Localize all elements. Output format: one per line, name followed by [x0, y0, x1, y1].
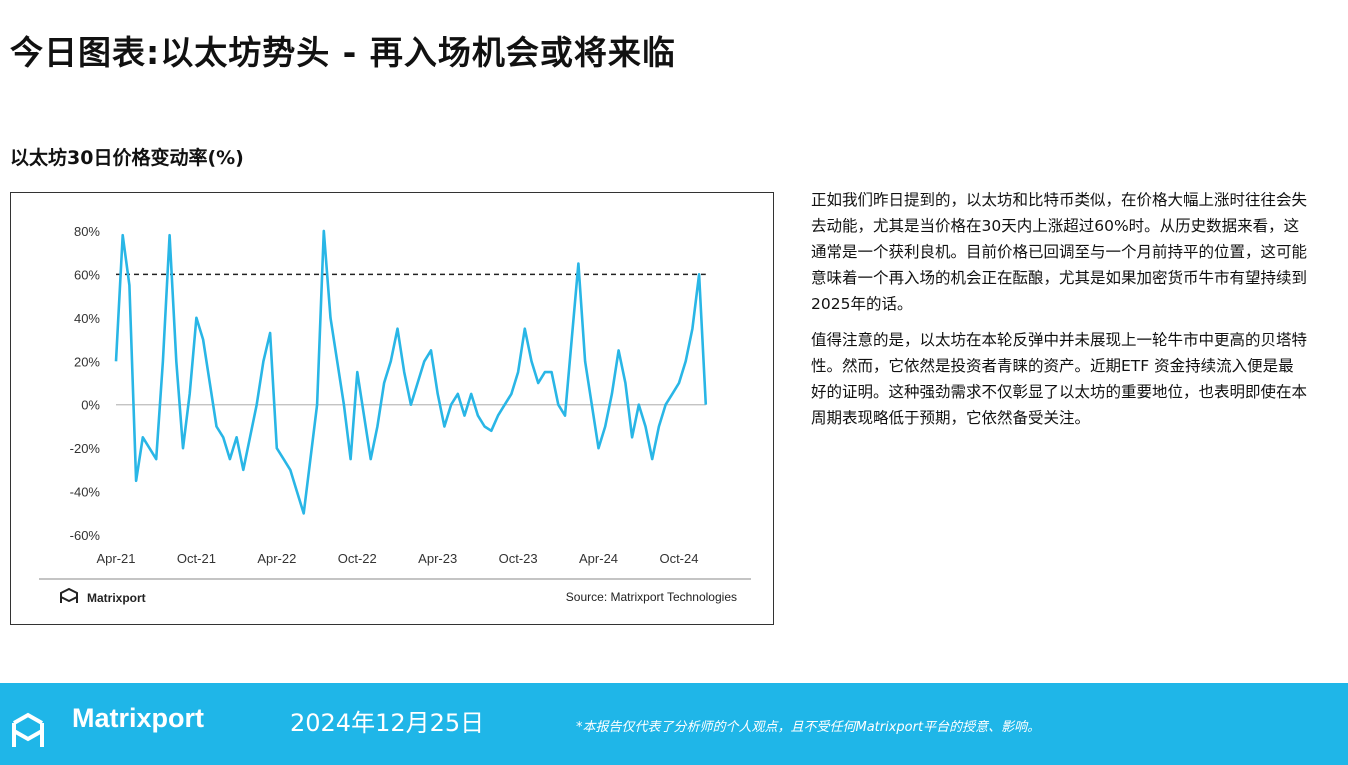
source: Source: Matrixport Technologies	[566, 590, 737, 604]
x-tick-label: Apr-21	[96, 551, 135, 566]
chart: -60% -40% -20% 0% 20% 40% 60% 80% Apr-21 Oct-21 Ap…	[39, 224, 751, 605]
y-tick-label: 0%	[81, 398, 100, 413]
y-tick-label: 40%	[74, 311, 100, 326]
footer: Matrixport 2024年12月25日 *本报告仅代表了分析师的个人观点，…	[0, 683, 1348, 765]
page-title: 今日图表:以太坊势头 - 再入场机会或将来临	[10, 33, 676, 72]
data-line	[114, 229, 708, 515]
y-tick-label: 60%	[74, 267, 100, 282]
x-tick-label: Oct-23	[499, 551, 538, 566]
y-tick-label: -20%	[70, 441, 101, 456]
x-tick-label: Oct-24	[659, 551, 698, 566]
y-tick-label: -40%	[70, 485, 101, 500]
brand: Matrixport	[72, 703, 205, 733]
chart-box: -60% -40% -20% 0% 20% 40% 60% 80% Apr-21 Oct-21 Ap…	[10, 192, 774, 625]
logo-icon	[12, 712, 44, 747]
x-tick-label: Oct-21	[177, 551, 216, 566]
x-tick-label: Apr-22	[257, 551, 296, 566]
y-tick-label: 20%	[74, 354, 100, 369]
paragraph: 正如我们昨日提到的，以太坊和比特币类似，在价格大幅上涨时往往会失去动能，尤其是当…	[811, 191, 1308, 313]
logo: Matrixport	[87, 591, 146, 605]
x-tick-label: Apr-23	[418, 551, 457, 566]
y-tick-label: -60%	[70, 528, 101, 543]
x-tick-label: Apr-24	[579, 551, 618, 566]
chart-title: 以太坊30日价格变动率(%)	[10, 147, 244, 169]
commentary: 正如我们昨日提到的，以太坊和比特币类似，在价格大幅上涨时往往会失去动能，尤其是当…	[811, 187, 1309, 441]
y-tick-label: 80%	[74, 224, 100, 239]
paragraph: 值得注意的是，以太坊在本轮反弹中并未展现上一轮牛市中更高的贝塔特性。然而，它依然…	[811, 331, 1308, 427]
logo-icon	[60, 587, 78, 603]
disclaimer: *本报告仅代表了分析师的个人观点，且不受任何Matrixport平台的授意、影响…	[576, 720, 1041, 735]
date: 2024年12月25日	[290, 709, 485, 737]
x-tick-label: Oct-22	[338, 551, 377, 566]
